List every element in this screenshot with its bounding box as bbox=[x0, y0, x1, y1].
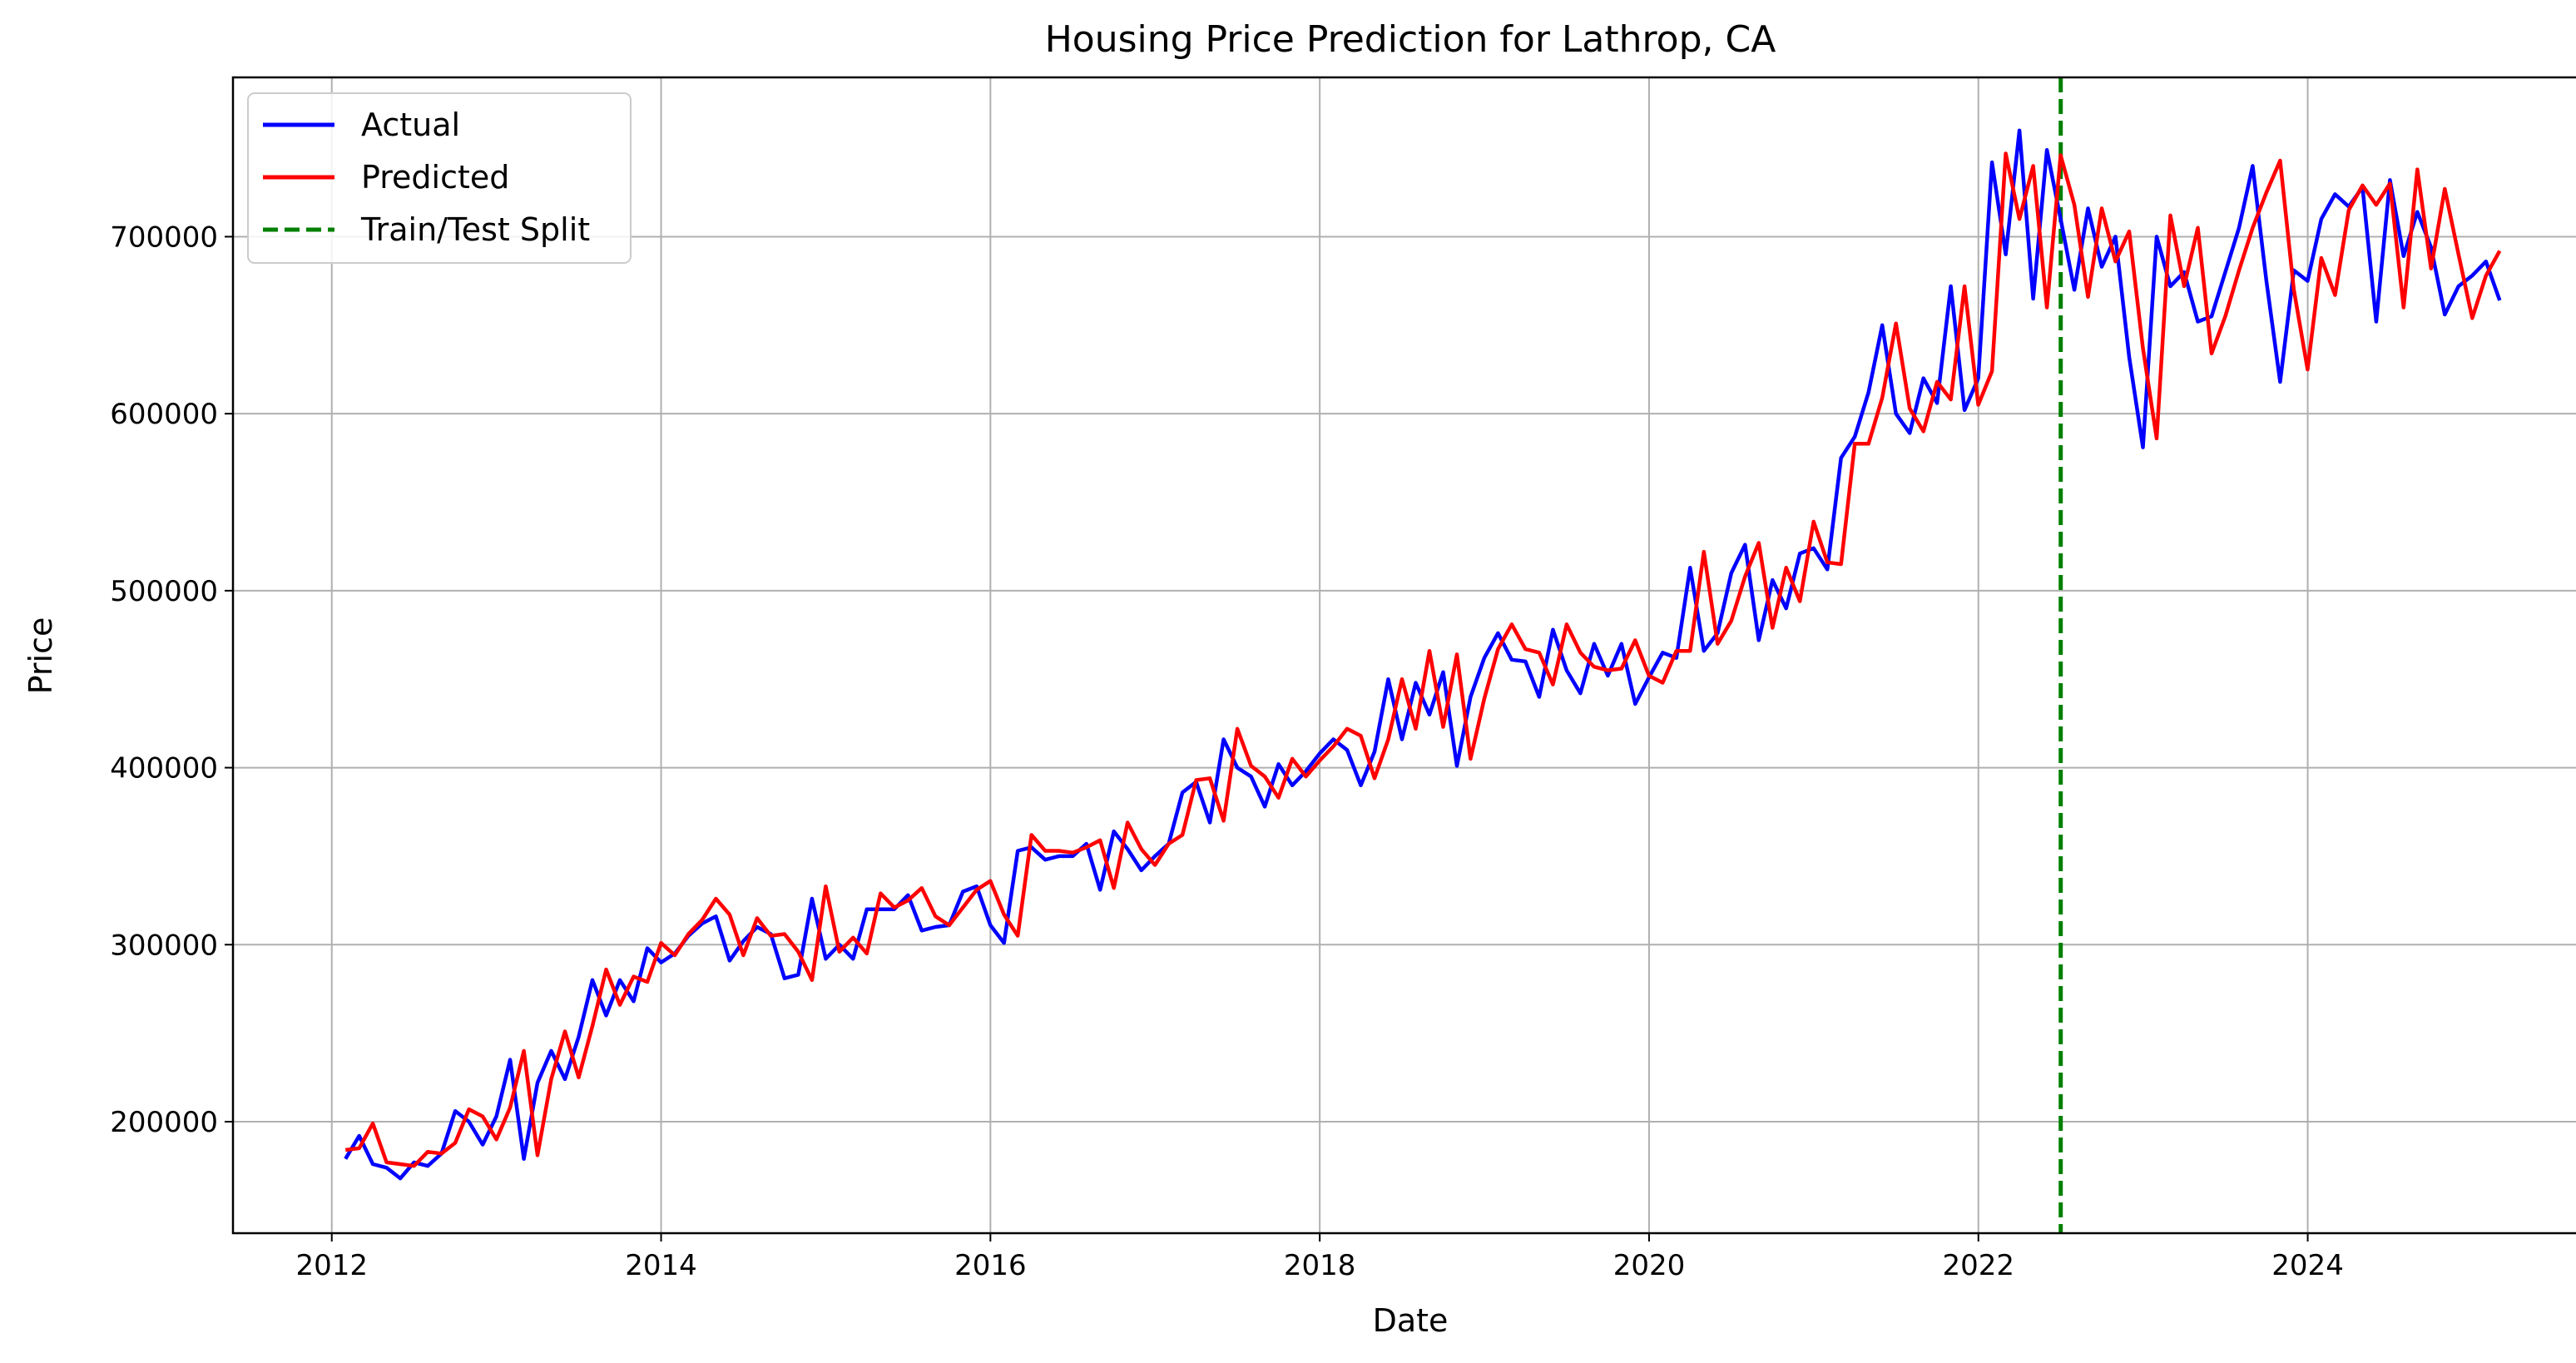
x-tick-label: 2022 bbox=[1942, 1249, 2014, 1282]
y-tick-label: 600000 bbox=[110, 398, 218, 431]
y-axis-label: Price bbox=[22, 617, 59, 695]
x-tick-label: 2024 bbox=[2271, 1249, 2344, 1282]
legend-frame bbox=[247, 92, 632, 264]
series-line-predicted bbox=[344, 151, 2502, 1168]
x-tick-label: 2020 bbox=[1613, 1249, 1686, 1282]
x-tick-label: 2018 bbox=[1284, 1249, 1356, 1282]
ticks: 2012 2014 2016 2018 2020 2022 2024 200000 300000… bbox=[110, 221, 2344, 1282]
grid bbox=[233, 77, 2576, 1233]
legend-label-predicted: Predicted bbox=[361, 159, 509, 196]
x-tick-label: 2014 bbox=[625, 1249, 697, 1282]
y-tick-label: 500000 bbox=[110, 575, 218, 608]
legend-label-split: Train/Test Split bbox=[360, 211, 590, 248]
y-tick-label: 400000 bbox=[110, 752, 218, 786]
y-tick-label: 200000 bbox=[110, 1106, 218, 1139]
legend: Actual Predicted Train/Test Split bbox=[247, 92, 632, 264]
x-axis-label: Date bbox=[1373, 1302, 1449, 1339]
x-tick-label: 2016 bbox=[954, 1249, 1027, 1282]
chart-title: Housing Price Prediction for Lathrop, CA bbox=[1045, 18, 1776, 61]
x-tick-label: 2012 bbox=[295, 1249, 368, 1282]
series-layer bbox=[344, 128, 2502, 1181]
y-tick-label: 300000 bbox=[110, 929, 218, 962]
legend-label-actual: Actual bbox=[361, 107, 460, 143]
plot-frame bbox=[231, 76, 2576, 1235]
y-tick-label: 700000 bbox=[110, 221, 218, 254]
